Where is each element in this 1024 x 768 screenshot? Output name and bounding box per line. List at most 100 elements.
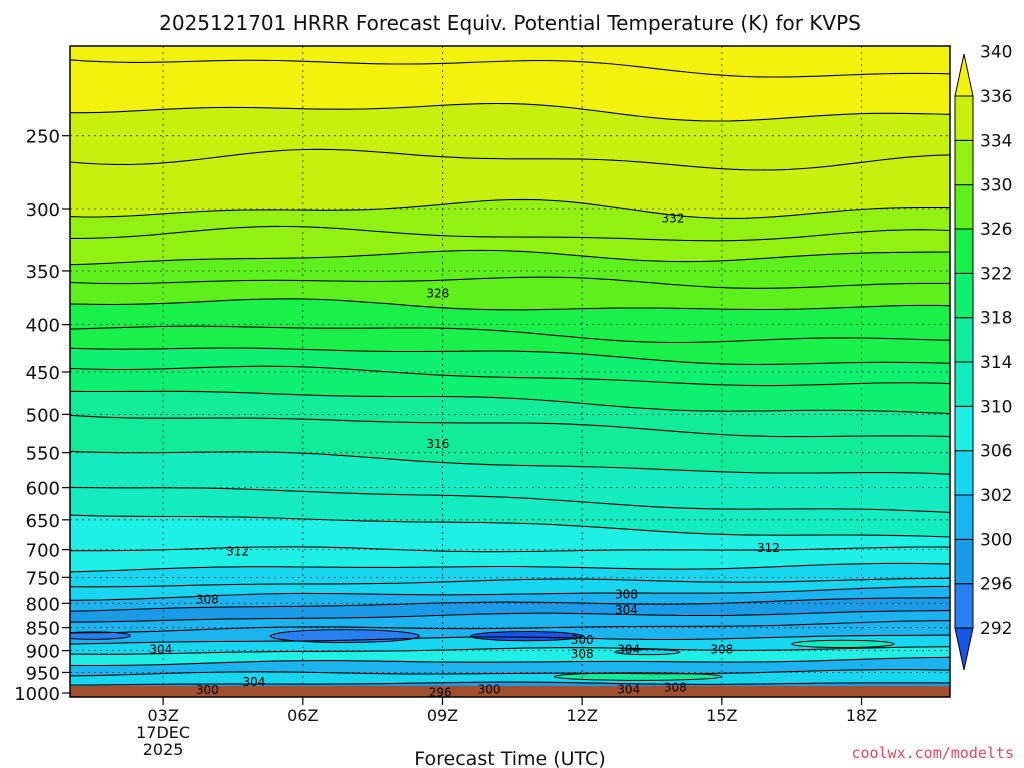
y-tick-label: 650 <box>26 511 60 532</box>
colorbar-arrow-top <box>954 53 974 97</box>
y-tick-label: 300 <box>26 200 60 221</box>
colorbar-segment <box>954 361 974 407</box>
contour-band <box>70 277 950 310</box>
contour-label: 300 <box>478 682 501 696</box>
contour-label: 296 <box>429 686 452 700</box>
contour-line <box>70 365 950 387</box>
contour-label: 308 <box>571 647 594 661</box>
contour-band <box>70 546 950 572</box>
contour-band <box>70 46 950 77</box>
contour-band <box>70 391 950 437</box>
contour-line <box>70 681 950 686</box>
colorbar-label: 330 <box>980 176 1012 196</box>
colorbar-label: 322 <box>980 264 1012 284</box>
colorbar-label: 296 <box>980 575 1012 595</box>
colorbar-segment <box>954 405 974 452</box>
colorbar-arrow-bottom <box>954 627 974 671</box>
x-tick-label: 06Z <box>287 706 318 725</box>
colorbar-segment <box>954 272 974 319</box>
y-tick-label: 950 <box>26 663 60 684</box>
x-tick-label: 03Z <box>147 706 178 725</box>
contour-line <box>70 298 950 311</box>
colorbar-segment <box>954 317 974 363</box>
colorbar-label: 340 <box>980 43 1012 63</box>
contour-line <box>70 634 950 645</box>
contour-band <box>70 635 950 655</box>
contour-label: 300 <box>196 683 219 697</box>
contour-line <box>70 102 950 122</box>
contour-label: 312 <box>226 544 249 558</box>
contour-band <box>70 415 950 475</box>
contour-line <box>70 669 950 677</box>
contour-band <box>70 250 950 289</box>
contour-line <box>70 325 950 344</box>
chart-title: 2025121701 HRRR Forecast Equiv. Potentia… <box>159 11 861 35</box>
contour-band <box>70 226 950 265</box>
contour-band <box>70 59 950 121</box>
contour-band <box>70 326 950 365</box>
contour-label: 300 <box>571 633 594 647</box>
contour-band <box>70 578 950 601</box>
contour-label: 304 <box>242 675 265 689</box>
x-tick-label: 12Z <box>567 706 598 725</box>
contour-cell <box>791 639 895 649</box>
contour-line <box>70 450 950 475</box>
y-tick-label: 400 <box>26 316 60 337</box>
contour-band <box>70 597 950 623</box>
contour-line <box>70 486 950 513</box>
x-tick-date: 17DEC <box>136 723 190 742</box>
y-axis: 2503003504004505005506006507007508008509… <box>14 127 70 705</box>
contour-cell <box>469 630 583 642</box>
y-tick-label: 1000 <box>14 684 60 705</box>
contour-label: 304 <box>615 603 638 617</box>
contour-label: 328 <box>426 286 449 300</box>
contour-line <box>70 577 950 588</box>
colorbar-segment <box>954 139 974 186</box>
contour-label: 304 <box>149 642 172 656</box>
colorbar-segment <box>954 538 974 585</box>
contour-label: 332 <box>662 211 685 225</box>
colorbar-label: 318 <box>980 309 1012 329</box>
colorbar-label: 326 <box>980 220 1012 240</box>
contour-label: 312 <box>757 541 780 555</box>
contour-line <box>70 646 950 655</box>
colorbar-label: 292 <box>980 619 1012 639</box>
filled-contour-bands <box>70 46 950 697</box>
colorbar-segment <box>954 184 974 230</box>
y-tick-label: 600 <box>26 479 60 500</box>
credit-text: coolwx.com/modelts <box>851 744 1014 762</box>
contour-band <box>70 103 950 170</box>
contour-cell <box>614 648 681 656</box>
contour-line <box>70 390 950 415</box>
y-tick-label: 800 <box>26 594 60 615</box>
contour-line <box>70 249 950 266</box>
colorbar-label: 314 <box>980 353 1012 373</box>
x-tick-label: 18Z <box>846 706 877 725</box>
contour-band <box>70 348 950 386</box>
x-tick-label: 15Z <box>706 706 737 725</box>
contour-label: 304 <box>617 682 640 696</box>
y-tick-label: 850 <box>26 619 60 640</box>
y-tick-label: 450 <box>26 363 60 384</box>
colorbar-segment <box>954 450 974 496</box>
gridlines <box>70 46 950 697</box>
contour-line <box>70 225 950 242</box>
contour-line <box>70 597 950 612</box>
colorbar-label: 300 <box>980 530 1012 550</box>
y-tick-label: 900 <box>26 642 60 663</box>
colorbar-segment <box>954 583 974 629</box>
y-tick-label: 750 <box>26 568 60 589</box>
contour-label: 308 <box>710 642 733 656</box>
colorbar-label: 336 <box>980 87 1012 107</box>
contour-label: 304 <box>617 642 640 656</box>
contour-line <box>70 198 950 219</box>
contour-band <box>70 657 950 676</box>
contour-line <box>70 347 950 366</box>
x-tick-label: 09Z <box>427 706 458 725</box>
contour-label: 308 <box>615 588 638 602</box>
x-axis-label: Forecast Time (UTC) <box>414 748 605 768</box>
